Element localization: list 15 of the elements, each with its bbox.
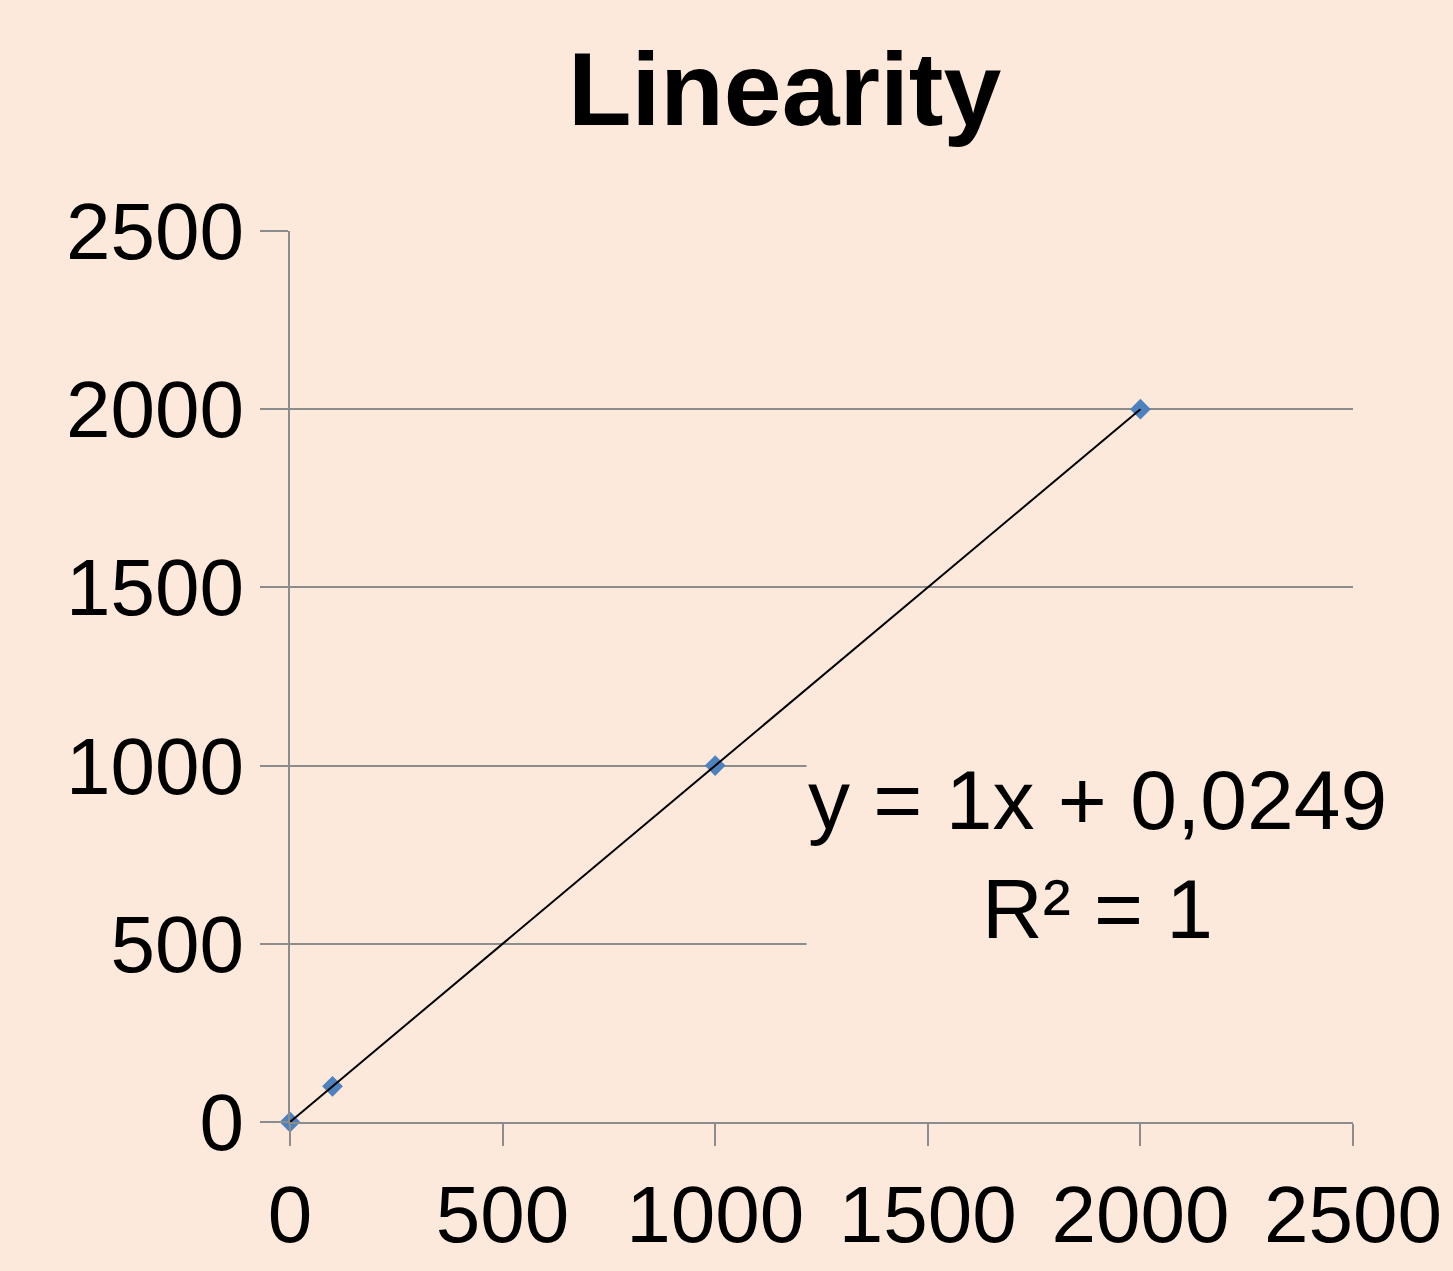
x-tick-label: 2000 <box>1051 1170 1230 1259</box>
x-tick-label: 1000 <box>626 1170 805 1259</box>
annotation: y = 1x + 0,0249 R² = 1 <box>808 753 1388 957</box>
point <box>1130 398 1151 420</box>
x-tick-label: 1500 <box>838 1170 1017 1259</box>
y-tick-label: 2500 <box>66 187 244 276</box>
chart-title: Linearity <box>567 31 1002 148</box>
x-tick-label: 0 <box>267 1170 313 1259</box>
y-tick-label: 1500 <box>66 543 244 633</box>
y-tick-label: 0 <box>199 1078 244 1167</box>
y-tick-label: 500 <box>110 899 244 989</box>
x-tick-label: 500 <box>435 1170 570 1259</box>
y-tick-label: 1000 <box>66 721 244 811</box>
y-tick-label: 2000 <box>66 365 244 455</box>
x-tick-label: 2500 <box>1264 1170 1442 1259</box>
